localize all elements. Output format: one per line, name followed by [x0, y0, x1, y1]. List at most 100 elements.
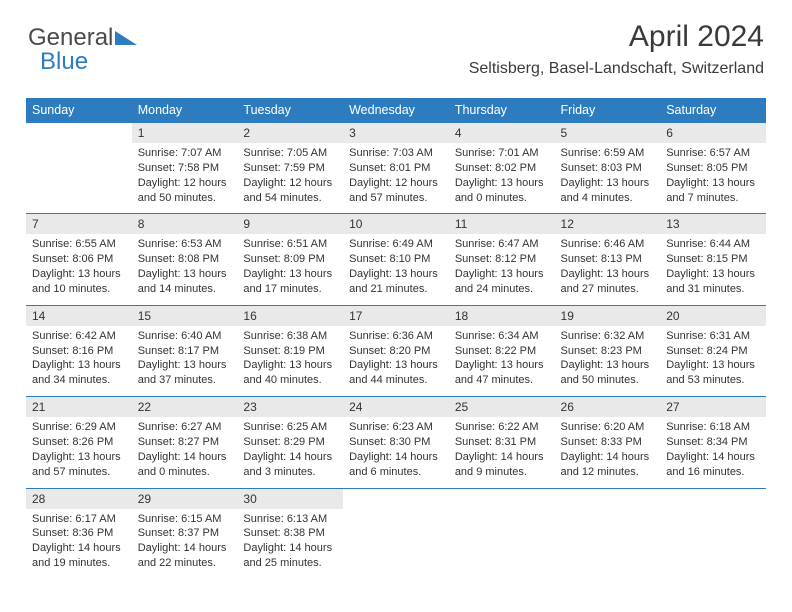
daylight-text-1: Daylight: 14 hours	[243, 450, 337, 465]
daylight-text-1: Daylight: 13 hours	[243, 358, 337, 373]
weekday-header-row: Sunday Monday Tuesday Wednesday Thursday…	[26, 98, 766, 123]
sunrise-text: Sunrise: 6:20 AM	[561, 420, 655, 435]
sunrise-text: Sunrise: 6:55 AM	[32, 237, 126, 252]
daylight-text-2: and 37 minutes.	[138, 373, 232, 388]
daylight-text-2: and 9 minutes.	[455, 465, 549, 480]
sunrise-text: Sunrise: 6:49 AM	[349, 237, 443, 252]
day-info-cell: Sunrise: 6:38 AMSunset: 8:19 PMDaylight:…	[237, 326, 343, 397]
sunrise-text: Sunrise: 6:57 AM	[666, 146, 760, 161]
sunrise-text: Sunrise: 6:17 AM	[32, 512, 126, 527]
sunrise-text: Sunrise: 6:51 AM	[243, 237, 337, 252]
daylight-text-1: Daylight: 14 hours	[138, 541, 232, 556]
sunset-text: Sunset: 8:20 PM	[349, 344, 443, 359]
day-info-cell: Sunrise: 6:15 AMSunset: 8:37 PMDaylight:…	[132, 509, 238, 579]
sunrise-text: Sunrise: 6:27 AM	[138, 420, 232, 435]
daynum-row: 14151617181920	[26, 305, 766, 326]
daynum-row: 282930	[26, 488, 766, 509]
daylight-text-1: Daylight: 12 hours	[243, 176, 337, 191]
sunset-text: Sunset: 8:03 PM	[561, 161, 655, 176]
day-info-cell: Sunrise: 6:40 AMSunset: 8:17 PMDaylight:…	[132, 326, 238, 397]
weekday-header: Saturday	[660, 98, 766, 123]
daylight-text-1: Daylight: 14 hours	[455, 450, 549, 465]
day-info-cell: Sunrise: 6:22 AMSunset: 8:31 PMDaylight:…	[449, 417, 555, 488]
day-info-cell: Sunrise: 6:29 AMSunset: 8:26 PMDaylight:…	[26, 417, 132, 488]
day-info-cell: Sunrise: 7:05 AMSunset: 7:59 PMDaylight:…	[237, 143, 343, 214]
daylight-text-2: and 16 minutes.	[666, 465, 760, 480]
daylight-text-1: Daylight: 13 hours	[349, 358, 443, 373]
daylight-text-2: and 47 minutes.	[455, 373, 549, 388]
day-number-cell: 29	[132, 488, 238, 509]
daylight-text-1: Daylight: 13 hours	[455, 176, 549, 191]
daynum-row: 78910111213	[26, 214, 766, 235]
day-info-cell: Sunrise: 6:13 AMSunset: 8:38 PMDaylight:…	[237, 509, 343, 579]
sunset-text: Sunset: 8:10 PM	[349, 252, 443, 267]
sunrise-text: Sunrise: 6:29 AM	[32, 420, 126, 435]
sunset-text: Sunset: 8:36 PM	[32, 526, 126, 541]
daylight-text-1: Daylight: 13 hours	[349, 267, 443, 282]
day-number-cell: 5	[555, 123, 661, 144]
sunset-text: Sunset: 8:17 PM	[138, 344, 232, 359]
sunset-text: Sunset: 8:06 PM	[32, 252, 126, 267]
day-info-cell: Sunrise: 6:34 AMSunset: 8:22 PMDaylight:…	[449, 326, 555, 397]
sunrise-text: Sunrise: 6:40 AM	[138, 329, 232, 344]
daylight-text-1: Daylight: 13 hours	[666, 267, 760, 282]
day-number-cell	[555, 488, 661, 509]
sunset-text: Sunset: 8:15 PM	[666, 252, 760, 267]
weekday-header: Tuesday	[237, 98, 343, 123]
sunrise-text: Sunrise: 7:05 AM	[243, 146, 337, 161]
sunset-text: Sunset: 8:23 PM	[561, 344, 655, 359]
sunset-text: Sunset: 8:01 PM	[349, 161, 443, 176]
sunset-text: Sunset: 8:13 PM	[561, 252, 655, 267]
day-number-cell: 2	[237, 123, 343, 144]
sunrise-text: Sunrise: 6:38 AM	[243, 329, 337, 344]
day-number-cell: 15	[132, 305, 238, 326]
day-info-cell: Sunrise: 6:47 AMSunset: 8:12 PMDaylight:…	[449, 234, 555, 305]
day-info-cell: Sunrise: 6:46 AMSunset: 8:13 PMDaylight:…	[555, 234, 661, 305]
daylight-text-1: Daylight: 13 hours	[561, 176, 655, 191]
sunrise-text: Sunrise: 6:42 AM	[32, 329, 126, 344]
daylight-text-2: and 7 minutes.	[666, 191, 760, 206]
daylight-text-2: and 31 minutes.	[666, 282, 760, 297]
day-number-cell: 8	[132, 214, 238, 235]
day-number-cell: 26	[555, 397, 661, 418]
daylight-text-2: and 50 minutes.	[138, 191, 232, 206]
sunset-text: Sunset: 8:33 PM	[561, 435, 655, 450]
sunset-text: Sunset: 7:59 PM	[243, 161, 337, 176]
sunrise-text: Sunrise: 6:44 AM	[666, 237, 760, 252]
daylight-text-2: and 3 minutes.	[243, 465, 337, 480]
weekday-header: Monday	[132, 98, 238, 123]
daylight-text-1: Daylight: 14 hours	[32, 541, 126, 556]
sunset-text: Sunset: 8:24 PM	[666, 344, 760, 359]
sunset-text: Sunset: 8:16 PM	[32, 344, 126, 359]
day-info-cell: Sunrise: 6:25 AMSunset: 8:29 PMDaylight:…	[237, 417, 343, 488]
sunset-text: Sunset: 8:09 PM	[243, 252, 337, 267]
daylight-text-2: and 22 minutes.	[138, 556, 232, 571]
info-row: Sunrise: 6:55 AMSunset: 8:06 PM Daylight:…	[26, 234, 766, 305]
day-number-cell: 28	[26, 488, 132, 509]
daylight-text-2: and 12 minutes.	[561, 465, 655, 480]
day-info-cell	[26, 143, 132, 214]
sunrise-text: Sunrise: 6:25 AM	[243, 420, 337, 435]
sunset-text: Sunset: 8:29 PM	[243, 435, 337, 450]
day-number-cell: 19	[555, 305, 661, 326]
day-info-cell: Sunrise: 6:57 AMSunset: 8:05 PMDaylight:…	[660, 143, 766, 214]
day-info-cell: Sunrise: 6:51 AMSunset: 8:09 PMDaylight:…	[237, 234, 343, 305]
sunrise-text: Sunrise: 6:15 AM	[138, 512, 232, 527]
sunrise-text: Sunrise: 6:22 AM	[455, 420, 549, 435]
day-number-cell: 3	[343, 123, 449, 144]
logo-triangle-icon	[115, 31, 137, 45]
daylight-text-2: and 57 minutes.	[349, 191, 443, 206]
info-row: Sunrise: 6:42 AMSunset: 8:16 PM Daylight:…	[26, 326, 766, 397]
day-info-cell: Sunrise: 6:32 AMSunset: 8:23 PMDaylight:…	[555, 326, 661, 397]
daylight-text-1: Daylight: 14 hours	[243, 541, 337, 556]
sunrise-text: Sunrise: 6:13 AM	[243, 512, 337, 527]
day-info-cell	[660, 509, 766, 579]
day-number-cell: 23	[237, 397, 343, 418]
sunset-text: Sunset: 8:05 PM	[666, 161, 760, 176]
weekday-header: Sunday	[26, 98, 132, 123]
day-number-cell	[343, 488, 449, 509]
info-row: Sunrise: 7:07 AMSunset: 7:58 PMDaylight:…	[26, 143, 766, 214]
daylight-text-2: and 6 minutes.	[349, 465, 443, 480]
sunrise-text: Sunrise: 6:47 AM	[455, 237, 549, 252]
sunrise-text: Sunrise: 6:32 AM	[561, 329, 655, 344]
